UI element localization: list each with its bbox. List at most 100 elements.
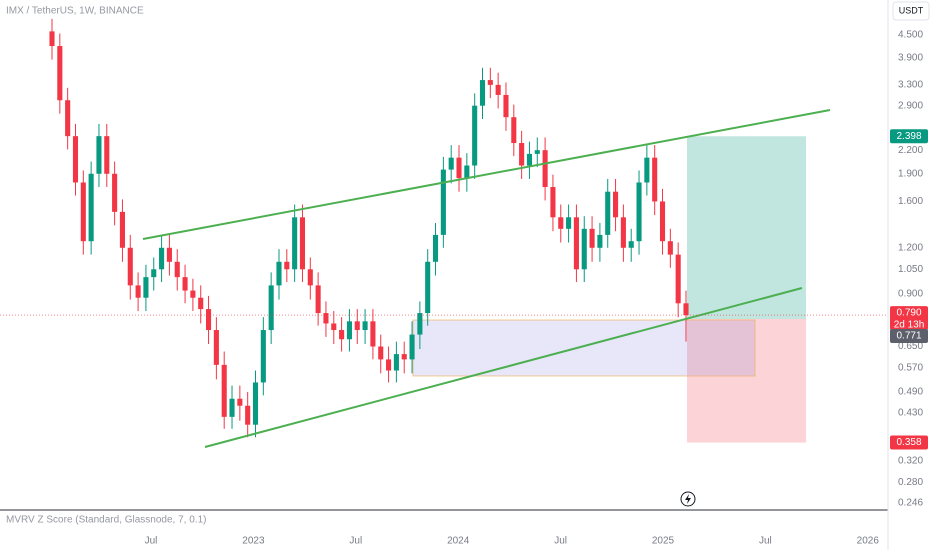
candles [49, 18, 689, 438]
candle-body [260, 330, 266, 383]
candle-body [284, 261, 290, 270]
y-tick-label: 0.320 [898, 455, 923, 466]
indicator-title: MVRV Z Score (Standard, Glassnode, 7, 0.… [6, 515, 206, 526]
candle-body [299, 217, 306, 270]
entry-label: 0.771 [896, 331, 921, 342]
candle-body [503, 94, 509, 118]
candle-body [558, 217, 564, 229]
candle-body [495, 84, 501, 95]
candle-body [378, 346, 384, 360]
y-tick-label: 0.430 [898, 408, 923, 419]
y-tick-label: 0.900 [898, 289, 923, 300]
trend-line-upper [142, 109, 831, 240]
candle-body [393, 354, 399, 371]
x-tick-label: 2026 [857, 536, 880, 547]
candle-body [409, 334, 415, 360]
candle-body [112, 173, 118, 212]
candle-body [573, 217, 579, 270]
candle-body [229, 398, 235, 417]
candle-body [417, 313, 423, 335]
currency-button[interactable] [892, 1, 930, 21]
y-tick-label: 0.490 [898, 387, 923, 398]
entry-label-bg [890, 329, 928, 344]
candle-body [644, 157, 650, 183]
candle-body [88, 173, 94, 242]
candle-body [354, 321, 360, 331]
candle-body [386, 359, 392, 371]
candle-body [80, 182, 86, 242]
candle-body [440, 169, 446, 235]
candle-body [652, 157, 658, 202]
candle-body [331, 323, 337, 331]
candle-body [72, 136, 79, 183]
candle-body [534, 150, 540, 154]
candle-body [566, 217, 572, 229]
candle-body [323, 313, 329, 324]
candle-body [104, 136, 110, 174]
candle-body [683, 303, 689, 316]
candle-body [135, 285, 141, 298]
candle-body [159, 247, 165, 270]
candle-body [205, 309, 212, 331]
candle-body [628, 241, 634, 248]
candle-body [49, 31, 55, 47]
candle-body [268, 285, 274, 331]
candle-body [276, 261, 282, 286]
trend-line-lower [204, 287, 803, 448]
candle-body [362, 321, 368, 331]
stop-zone [687, 319, 806, 443]
candle-body [151, 269, 157, 278]
stop-label: 0.358 [896, 437, 921, 448]
target-zone [687, 136, 806, 320]
target-label: 2.398 [896, 131, 921, 142]
drawings [687, 136, 806, 443]
candle-body [292, 217, 298, 270]
candle-body [581, 228, 587, 270]
x-tick-label: 2025 [652, 536, 675, 547]
candle-body [613, 191, 619, 218]
candle-body [143, 277, 149, 298]
x-tick-label: 2024 [447, 536, 470, 547]
y-tick-label: 1.900 [898, 168, 923, 179]
candle-body [252, 382, 259, 425]
candle-body [119, 211, 125, 248]
candle-body [237, 398, 243, 406]
candle-body [198, 297, 204, 310]
candle-body [370, 321, 376, 347]
candle-body [96, 136, 102, 174]
candle-body [605, 191, 611, 235]
y-tick-label: 0.246 [898, 498, 923, 509]
y-tick-label: 3.300 [898, 80, 923, 91]
currency-label[interactable]: USDT [899, 5, 924, 15]
candle-body [550, 187, 556, 218]
candle-body [620, 217, 626, 248]
y-tick-label: 1.600 [898, 196, 923, 207]
target-label-bg [890, 129, 928, 144]
x-tick-label: Jul [349, 536, 362, 547]
y-tick-label: 2.200 [898, 145, 923, 156]
x-tick-label: Jul [554, 536, 567, 547]
candle-body [339, 330, 345, 340]
y-tick-label: 3.900 [898, 53, 923, 64]
symbol-title: IMX / TetherUS, 1W, BINANCE [6, 6, 144, 17]
y-tick-label: 0.570 [898, 362, 923, 373]
candle-body [245, 405, 251, 425]
candle-body [401, 354, 407, 360]
stop-label-bg [890, 435, 928, 450]
candle-body [448, 157, 454, 170]
candle-body [519, 143, 525, 166]
candle-body [182, 277, 188, 291]
x-tick-label: Jul [759, 536, 772, 547]
candle-body [221, 364, 227, 417]
candle-body [667, 241, 673, 255]
x-tick-label: Jul [145, 536, 158, 547]
candle-body [432, 234, 439, 262]
candle-body [174, 261, 180, 278]
candle-body [675, 254, 681, 304]
x-tick-label: 2023 [242, 536, 265, 547]
candle-body [589, 228, 595, 248]
candle-body [636, 182, 642, 242]
y-tick-label: 4.500 [898, 30, 923, 41]
y-tick-label: 1.050 [898, 264, 923, 275]
